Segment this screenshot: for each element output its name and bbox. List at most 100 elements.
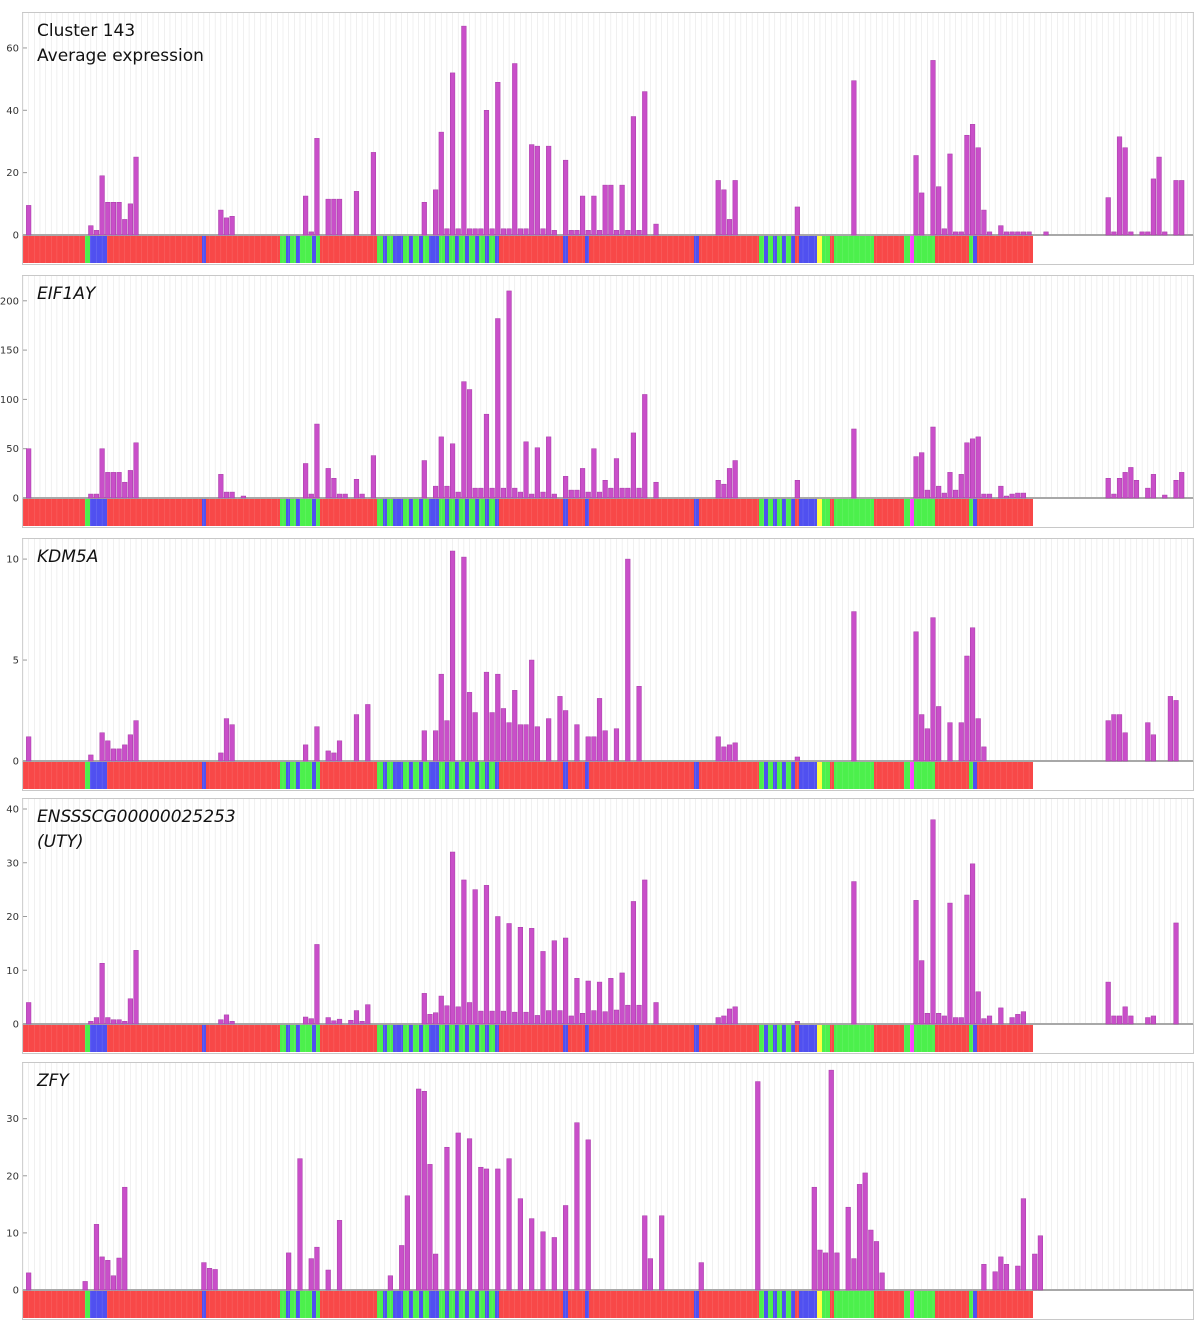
expression-bar <box>93 493 100 499</box>
chart-title-1: Cluster 143 Average expression <box>37 21 204 66</box>
bar-chart-4: 0 10 20 30 40 <box>6 799 1194 1052</box>
expression-bar <box>964 894 970 1025</box>
expression-bar <box>613 1009 620 1025</box>
tissue-color-segment <box>85 1291 90 1318</box>
expression-bar <box>546 145 552 236</box>
tissue-color-segment <box>413 762 419 789</box>
expression-bar <box>1043 231 1049 236</box>
expression-bar <box>1145 487 1151 499</box>
expression-bar <box>1150 734 1157 762</box>
expression-bar <box>523 724 529 762</box>
expression-bar <box>1111 714 1117 762</box>
tissue-color-segment <box>499 499 563 526</box>
tissue-color-segment <box>791 762 795 789</box>
tissue-color-segment <box>782 236 786 263</box>
tissue-color-segment <box>387 1291 393 1318</box>
expression-bar <box>122 1021 128 1025</box>
y-tick-label: 0 <box>13 1020 19 1031</box>
tissue-color-segment <box>393 499 403 526</box>
expression-bar <box>517 724 523 762</box>
tissue-color-segment <box>377 236 383 263</box>
tissue-color-segment <box>449 1025 455 1052</box>
expression-bar <box>868 1229 874 1291</box>
bar-chart-3: 0 5 10 <box>6 539 1194 789</box>
expression-bar <box>223 1014 230 1025</box>
tissue-color-segment <box>910 236 914 263</box>
tissue-color-segment <box>465 236 469 263</box>
tissue-color-segment <box>914 1291 935 1318</box>
expression-bar <box>534 145 540 236</box>
expression-bar <box>958 474 964 499</box>
expression-bar <box>958 1017 964 1025</box>
tissue-color-segment <box>320 236 377 263</box>
expression-bar <box>529 493 535 499</box>
tissue-color-segment <box>973 1025 977 1052</box>
expression-bar <box>1111 493 1117 499</box>
expression-bar <box>851 1258 857 1291</box>
expression-bar <box>303 195 309 236</box>
tissue-color-segment <box>589 1291 694 1318</box>
expression-bar <box>433 189 439 236</box>
expression-bar <box>551 940 557 1025</box>
tissue-color-segment <box>773 236 777 263</box>
expression-bar <box>489 487 495 499</box>
expression-bar <box>1116 714 1123 762</box>
tissue-color-segment <box>782 1291 786 1318</box>
expression-bar <box>602 1011 608 1025</box>
expression-bar <box>353 1010 360 1025</box>
tissue-color-segment <box>413 499 419 526</box>
tissue-color-segment <box>694 762 699 789</box>
expression-bar <box>495 916 501 1025</box>
tissue-color-segment <box>479 762 485 789</box>
expression-bar <box>794 480 800 499</box>
expression-bar <box>534 726 540 762</box>
tissue-color-segment <box>489 1291 495 1318</box>
expression-bar <box>466 389 473 499</box>
tissue-color-segment <box>286 499 290 526</box>
expression-bar <box>421 460 427 499</box>
tissue-color-segment <box>764 1291 768 1318</box>
expression-bar <box>930 60 936 236</box>
expression-bar <box>947 153 953 236</box>
tissue-color-segment <box>377 762 383 789</box>
tissue-color-segment <box>413 236 419 263</box>
expression-bar <box>331 478 337 499</box>
tissue-color-segment <box>563 499 568 526</box>
tissue-color-segment <box>387 236 393 263</box>
tissue-color-segment <box>312 1025 316 1052</box>
tissue-color-segment <box>817 762 822 789</box>
expression-bar <box>1015 492 1021 499</box>
tissue-color-segment <box>834 1291 874 1318</box>
tissue-color-segment <box>290 762 296 789</box>
expression-bar <box>303 1016 309 1025</box>
expression-bar <box>336 493 343 499</box>
expression-bar <box>1173 480 1179 499</box>
tissue-color-segment <box>795 499 799 526</box>
zero-baseline <box>23 760 1193 762</box>
expression-bar <box>998 1007 1004 1025</box>
expression-bar <box>438 131 444 236</box>
tissue-color-segment <box>773 762 777 789</box>
expression-bar <box>919 192 925 236</box>
tissue-color-segment <box>485 499 489 526</box>
expression-bar <box>116 1019 122 1025</box>
chart-panel-4: 0 10 20 30 40 ENSSSCG00000025253 (UTY) <box>6 798 1194 1054</box>
expression-bar <box>506 228 512 236</box>
chart-panel-5: 0 10 20 30 ZFY <box>6 1062 1194 1320</box>
tissue-color-segment <box>423 1025 429 1052</box>
tissue-color-segment <box>300 1025 312 1052</box>
y-tick-label: 20 <box>6 1171 19 1182</box>
expression-bar <box>947 902 953 1025</box>
expression-bar <box>223 718 230 762</box>
chart-title-4: ENSSSCG00000025253 (UTY) <box>37 807 236 852</box>
expression-bar <box>325 468 331 499</box>
tissue-color-segment <box>799 1025 817 1052</box>
expression-bar <box>472 487 478 499</box>
expression-bar <box>342 493 348 499</box>
expression-bar <box>625 230 631 236</box>
tissue-color-segment <box>202 762 206 789</box>
y-tick-label: 40 <box>6 805 19 816</box>
expression-bar <box>1003 1264 1010 1291</box>
tissue-color-segment <box>822 1291 830 1318</box>
tissue-color-segment <box>786 1025 791 1052</box>
